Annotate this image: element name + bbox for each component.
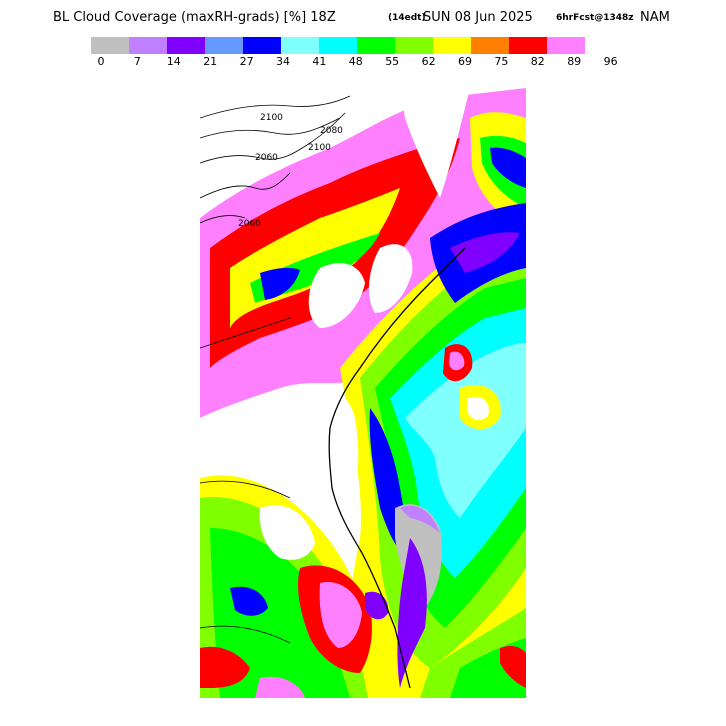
colorbar-swatch [357,37,395,54]
colorbar-tick-label: 14 [166,55,181,68]
colorbar-tick-label: 69 [458,55,472,68]
colorbar-swatch [471,37,509,54]
state-borders [200,317,291,644]
title-model: NAM [640,10,670,25]
colorbar-tick-label: 62 [421,55,436,68]
colorbar-tick-label: 0 [97,55,105,68]
contour-label-2: 2100 [308,143,331,153]
colorbar-tick-label: 75 [494,55,509,68]
map-panel: 2100 2100 2080 2060 2060 [200,88,526,698]
contour-label-4: 2060 [255,153,278,163]
colorbar-swatch [547,37,585,54]
colorbar-swatch [509,37,547,54]
title-date: SUN 08 Jun 2025 [423,10,533,25]
colorbar-swatch [243,37,281,54]
colorbar-swatch [205,37,243,54]
colorbar-swatch [91,37,129,54]
clear-areas-north [200,88,470,328]
colorbar-tick-label: 34 [276,55,290,68]
colorbar-tick-label: 27 [239,55,254,68]
coastline [328,247,466,689]
colorbar-tick-label: 48 [348,55,363,68]
clear-areas-middle [200,383,359,560]
south-cloud-band [200,475,389,698]
colorbar-swatch [319,37,357,54]
ocean-red-patches [443,344,501,430]
ocean-cloud-mass [340,203,526,698]
colorbar-tick-label: 55 [385,55,400,68]
colorbar-swatch [281,37,319,54]
contour-label-3: 2080 [320,126,343,136]
title-main: BL Cloud Coverage (maxRH-grads) [%] 18Z [53,10,336,25]
colorbar-tick-label: 89 [567,55,582,68]
colorbar-swatch [129,37,167,54]
contour-label-1: 2100 [260,113,283,123]
colorbar-tick-label: 41 [312,55,327,68]
title-forecast: 6hrFcst@1348z [556,13,634,23]
height-contours [200,95,351,224]
title-edt: (14edt) [388,13,426,23]
colorbar-tick-label: 7 [133,55,141,68]
colorbar-swatch [433,37,471,54]
contour-label-5: 2060 [238,219,261,229]
colorbar-tick-label: 96 [603,55,618,68]
colorbar [91,37,585,54]
southeast-cloud [420,608,526,698]
colorbar-tick-label: 21 [203,55,218,68]
colorbar-swatch [395,37,433,54]
colorbar-swatch [167,37,205,54]
cloud-coverage-map: 2100 2100 2080 2060 2060 [200,88,526,698]
map-title: BL Cloud Coverage (maxRH-grads) [%] 18Z … [0,10,726,30]
colorbar-tick-label: 82 [530,55,545,68]
